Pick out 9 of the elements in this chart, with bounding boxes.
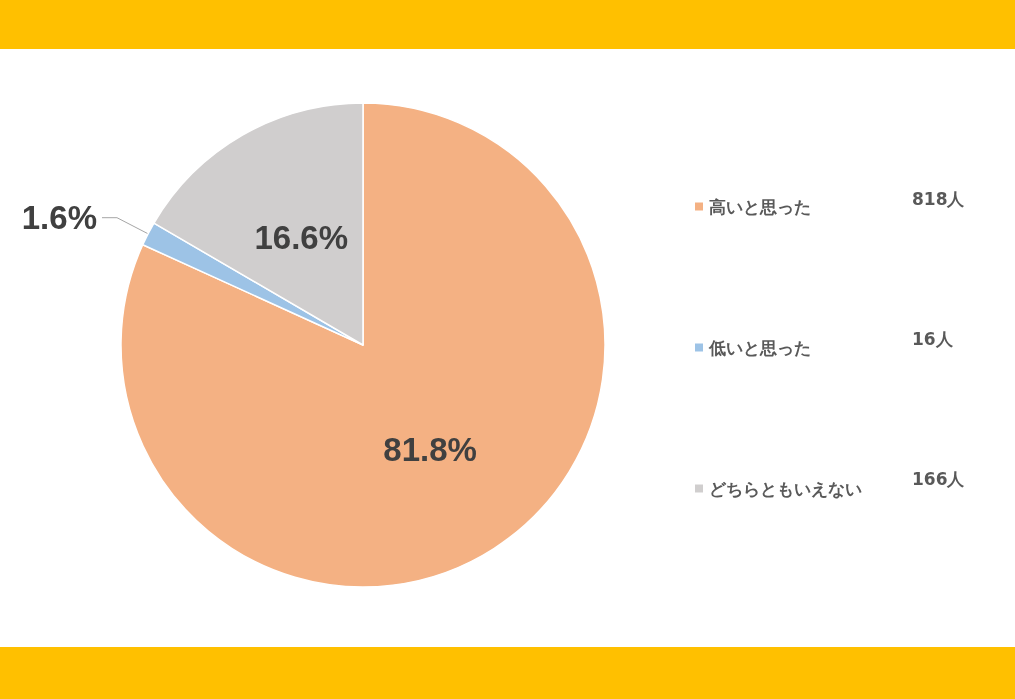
- data-label: 81.8%: [383, 430, 477, 468]
- legend-label: 高いと思った: [709, 196, 811, 217]
- data-label: 16.6%: [254, 218, 349, 256]
- data-label: 1.6%: [21, 199, 97, 237]
- text: 818人: [912, 188, 966, 209]
- text: 16人: [912, 328, 954, 349]
- legend-label: 低いと思った: [708, 337, 811, 358]
- legend-label: どちらともいえない: [709, 478, 862, 499]
- text: 166人: [912, 468, 966, 489]
